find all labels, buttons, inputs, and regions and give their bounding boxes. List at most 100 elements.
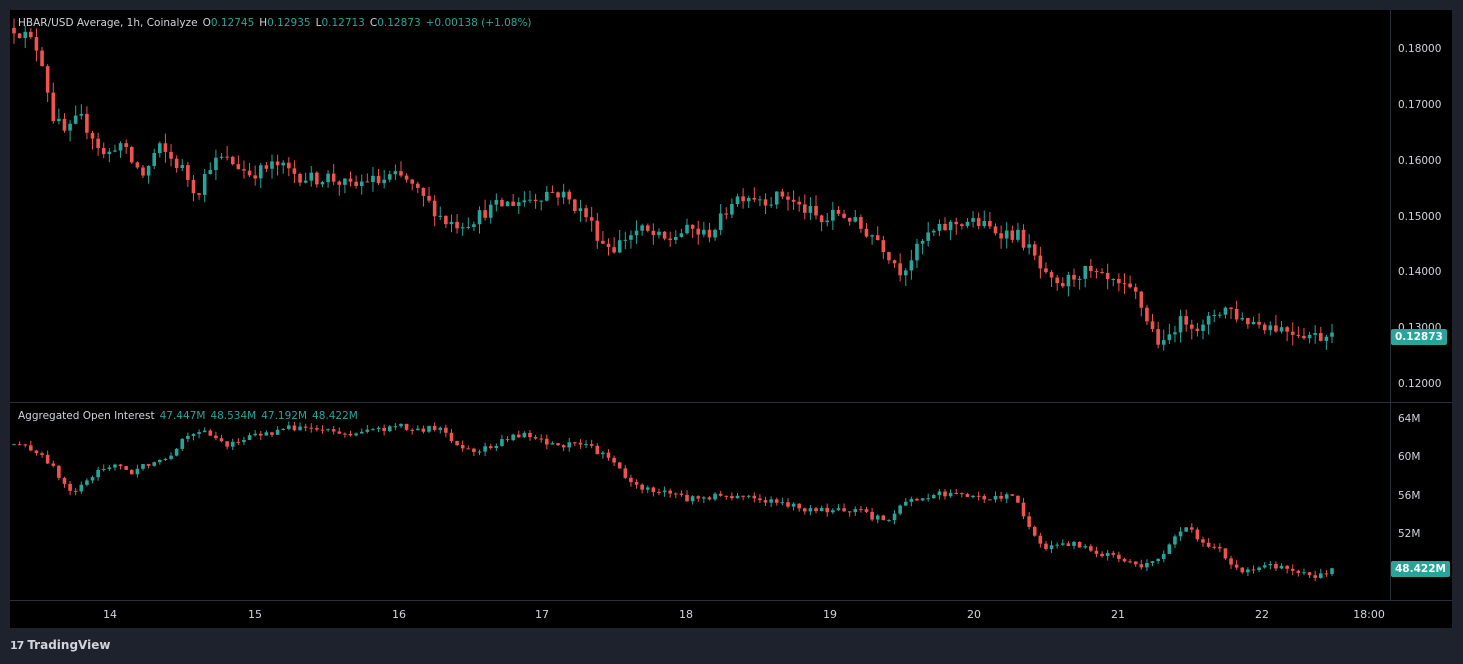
tradingview-brand[interactable]: 17 TradingView <box>10 638 110 652</box>
oi-candle <box>118 464 123 467</box>
oi-candle <box>303 426 308 428</box>
price-candle <box>208 169 213 175</box>
oi-candle <box>1189 527 1194 530</box>
oi-candle <box>494 445 499 449</box>
price-candle <box>831 209 835 221</box>
time-axis[interactable]: 14 15 16 17 18 19 20 21 22 18:00 <box>10 601 1390 628</box>
oi-candle <box>12 444 16 446</box>
oi-axis[interactable]: 64M 60M 56M 52M 48.422M <box>1391 403 1452 600</box>
oi-candle <box>1139 564 1144 568</box>
price-candle <box>455 221 459 229</box>
price-candle <box>960 224 964 226</box>
price-candle <box>107 151 112 155</box>
price-candle <box>522 200 527 203</box>
oi-candle <box>662 490 667 493</box>
price-candle <box>354 181 358 186</box>
oi-candle <box>730 496 734 499</box>
price-candle <box>421 187 426 196</box>
price-candle <box>1044 268 1048 273</box>
oi-candle <box>1145 562 1149 568</box>
price-candle <box>791 199 796 202</box>
price-candle <box>634 230 639 236</box>
oi-candle <box>892 513 897 521</box>
price-candle <box>1234 308 1239 320</box>
oi-candle <box>1302 572 1306 574</box>
price-candle <box>573 199 577 211</box>
oi-candle <box>253 433 257 436</box>
pane-divider[interactable] <box>10 402 1452 403</box>
price-axis[interactable]: 0.18000 0.17000 0.16000 0.15000 0.14000 … <box>1391 10 1452 402</box>
price-candle <box>533 199 538 202</box>
price-candle <box>1060 283 1065 287</box>
oi-candle <box>1184 527 1188 532</box>
price-candle <box>73 115 78 124</box>
oi-candle <box>466 448 471 450</box>
price-legend: HBAR/USD Average, 1h, Coinalyze O 0.12745… <box>18 17 532 29</box>
price-candle <box>1049 272 1054 278</box>
oi-candle <box>202 430 207 433</box>
oi-candle <box>898 505 902 514</box>
price-candle <box>892 260 897 264</box>
oi-candle <box>511 434 515 441</box>
oi-candle <box>62 477 67 484</box>
oi-candle <box>247 435 252 440</box>
oi-candle <box>1246 569 1250 573</box>
price-candle <box>842 213 846 218</box>
price-candle <box>758 199 762 201</box>
price-candle <box>556 192 560 198</box>
price-candle <box>1066 274 1071 287</box>
last-price-label: 0.12873 <box>1391 329 1447 345</box>
tradingview-logo-icon: 17 <box>10 638 24 652</box>
price-candle <box>528 199 532 201</box>
price-candle <box>578 208 583 211</box>
price-candle <box>993 226 998 234</box>
high-key: H <box>259 17 268 29</box>
price-pane[interactable]: HBAR/USD Average, 1h, Coinalyze O 0.12745… <box>10 10 1390 402</box>
oi-candle <box>1262 565 1267 568</box>
price-candle <box>1195 328 1200 331</box>
oi-candle <box>275 429 280 435</box>
price-candle <box>124 143 128 147</box>
oi-candle <box>152 462 157 466</box>
price-candle <box>864 228 869 237</box>
price-candle <box>1296 334 1301 336</box>
price-candle <box>500 199 504 207</box>
price-candle <box>449 221 454 225</box>
price-candle <box>786 196 790 200</box>
oi-candle <box>752 495 757 499</box>
oi-candle <box>1257 567 1261 571</box>
price-candle <box>702 229 706 235</box>
oi-candle <box>146 464 151 466</box>
price-candle <box>51 92 56 122</box>
oi-candle <box>1032 526 1037 536</box>
open-interest-pane[interactable]: Aggregated Open Interest 47.447M 48.534M… <box>10 403 1390 600</box>
oi-candle <box>690 496 695 502</box>
price-candle <box>438 215 443 217</box>
oi-candle <box>606 452 611 458</box>
oi-candle <box>679 493 684 495</box>
price-candle <box>774 191 779 205</box>
price-candle <box>303 180 308 183</box>
oi-candle <box>836 508 841 511</box>
price-candle <box>214 157 218 170</box>
price-candle <box>511 201 515 206</box>
oi-candle <box>668 490 672 494</box>
price-candle <box>539 200 543 202</box>
price-candle <box>617 240 622 253</box>
price-candle <box>1077 278 1082 280</box>
price-candle <box>713 229 717 238</box>
price-candle <box>965 221 970 226</box>
price-candle <box>1330 332 1334 337</box>
price-candle <box>550 191 555 193</box>
oi-candle <box>236 441 241 443</box>
oi-candle <box>1010 494 1015 496</box>
price-candle <box>1094 271 1099 273</box>
oi-candle <box>1274 563 1278 569</box>
price-candle <box>516 202 521 206</box>
oi-candle <box>281 428 286 430</box>
price-candle <box>1302 335 1306 339</box>
price-candle <box>601 240 605 244</box>
price-candle <box>814 205 818 216</box>
oi-candle <box>348 433 353 436</box>
oi-candle <box>258 433 263 436</box>
